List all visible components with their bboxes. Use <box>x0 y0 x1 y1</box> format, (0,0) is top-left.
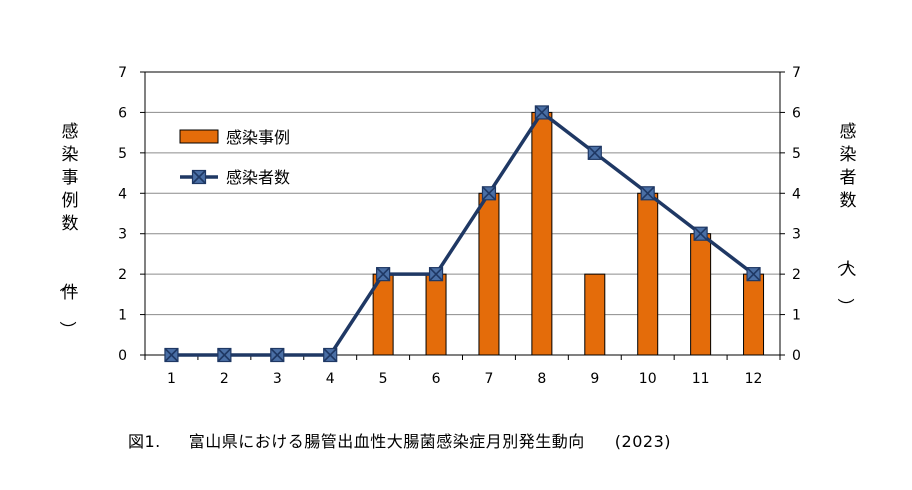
bars <box>372 111 765 356</box>
bar <box>425 273 447 356</box>
line-marker <box>640 186 655 201</box>
y-axis-label-right: 感染者数 （人） <box>835 122 857 315</box>
line-marker <box>323 347 338 363</box>
legend-marker <box>191 169 207 185</box>
y-tick-label-right: 1 <box>792 308 801 324</box>
y-tick-label-left: 3 <box>118 227 127 243</box>
line-marker <box>534 105 549 120</box>
marker-cross <box>746 267 761 282</box>
line-marker <box>481 186 497 201</box>
x-tick-label: 6 <box>432 371 441 387</box>
bar <box>637 192 659 356</box>
line-marker <box>164 347 179 363</box>
bar <box>584 273 606 356</box>
caption-figure-number: 図1. <box>128 432 161 451</box>
x-tick-label: 9 <box>590 371 599 387</box>
y-tick-label-left: 4 <box>118 186 127 202</box>
line-marker <box>376 267 391 282</box>
x-tick-label: 7 <box>484 371 493 387</box>
y-tick-label-left: 1 <box>118 308 127 324</box>
y-tick-label-right: 5 <box>792 146 801 162</box>
x-tick-label: 4 <box>326 371 335 387</box>
line-marker <box>587 145 602 160</box>
caption-text: 富山県における腸管出血性大腸菌感染症月別発生動向 <box>188 432 585 451</box>
y-tick-label-right: 4 <box>792 186 801 202</box>
marker-cross <box>376 267 391 282</box>
line-marker <box>217 347 232 363</box>
line-series <box>164 105 761 363</box>
x-tick-label: 5 <box>379 371 388 387</box>
y-tick-labels-left: 0 1 2 3 4 5 6 7 <box>118 65 127 364</box>
x-tick-label: 8 <box>537 371 546 387</box>
line-marker <box>693 226 708 241</box>
y-tick-label-left: 2 <box>118 267 127 283</box>
legend-label-line: 感染者数 <box>226 168 290 187</box>
y-tick-label-right: 7 <box>792 65 801 81</box>
line-marker <box>428 267 444 282</box>
y-tick-label-right: 3 <box>792 227 801 243</box>
y-tick-label-left: 5 <box>118 146 127 162</box>
marker-cross <box>217 347 232 363</box>
bar <box>690 233 712 356</box>
x-tick-label: 11 <box>692 371 710 387</box>
figure-caption: 図1. 富山県における腸管出血性大腸菌感染症月別発生動向 (2023) <box>128 428 671 452</box>
y-tick-label-right: 2 <box>792 267 801 283</box>
y-tick-label-right: 0 <box>792 348 801 364</box>
marker-cross <box>640 186 655 201</box>
legend-label-bar: 感染事例 <box>226 128 290 147</box>
x-tick-label: 2 <box>220 371 229 387</box>
y-tick-label-left: 0 <box>118 348 127 364</box>
line-marker <box>746 267 761 282</box>
y-tick-label-left: 7 <box>118 65 127 81</box>
x-tick-label: 10 <box>639 371 657 387</box>
series-line <box>171 110 755 357</box>
line-marker <box>270 347 285 363</box>
y-axis-title-right: 感染者数 （人） <box>835 122 857 315</box>
gridlines <box>140 71 785 360</box>
marker-cross <box>587 145 602 160</box>
bar <box>478 192 500 356</box>
marker-cross <box>481 186 497 201</box>
bar <box>743 273 765 356</box>
bar <box>531 111 553 356</box>
marker-cross <box>323 347 338 363</box>
marker-cross <box>270 347 285 363</box>
x-tick-label: 12 <box>745 371 763 387</box>
marker-cross <box>693 226 708 241</box>
caption-year: (2023) <box>614 432 671 451</box>
y-tick-labels-right: 0 1 2 3 4 5 6 7 <box>792 65 801 364</box>
marker-cross <box>164 347 179 363</box>
y-tick-label-left: 6 <box>118 105 127 121</box>
marker-cross <box>191 169 207 185</box>
x-tick-label: 3 <box>273 371 282 387</box>
y-tick-label-right: 6 <box>792 105 801 121</box>
y-axis-label-left: 感染事例数 （件） <box>57 122 79 338</box>
marker-cross <box>534 105 549 120</box>
marker-cross <box>428 267 444 282</box>
x-tick-label: 1 <box>167 371 176 387</box>
legend-swatch-bar <box>179 129 219 144</box>
plot-frame <box>144 71 781 356</box>
x-tick-labels: 1 2 3 4 5 6 7 8 9 10 11 12 <box>167 371 762 387</box>
y-axis-title-left: 感染事例数 （件） <box>57 122 79 338</box>
